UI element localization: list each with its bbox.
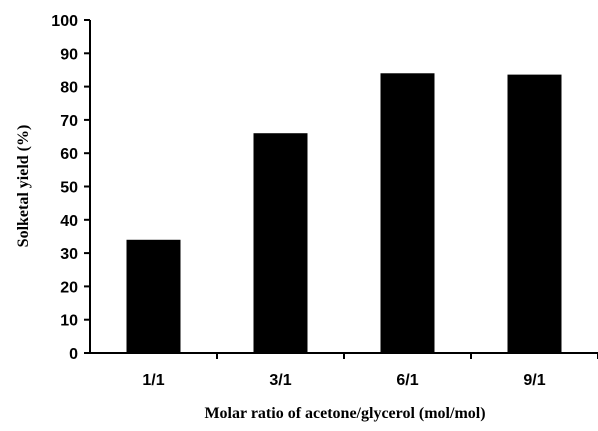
- bar-6-1: [380, 73, 435, 353]
- y-tick-label: 60: [60, 146, 78, 163]
- x-ticks-layer: 1/1 3/1 6/1 9/1: [142, 353, 598, 389]
- x-tick-label: 3/1: [269, 372, 291, 389]
- y-tick-label: 0: [69, 346, 78, 363]
- y-tick-label: 100: [51, 13, 78, 30]
- y-tick-label: 40: [60, 213, 78, 230]
- bar-9-1: [507, 74, 562, 353]
- x-tick-label: 1/1: [142, 372, 164, 389]
- x-tick-label: 6/1: [396, 372, 418, 389]
- bar-1-1: [126, 239, 181, 353]
- y-tick-label: 50: [60, 180, 78, 197]
- y-tick-label: 10: [60, 313, 78, 330]
- bar-3-1: [253, 133, 308, 353]
- y-tick-label: 80: [60, 80, 78, 97]
- x-tick-label: 9/1: [523, 372, 545, 389]
- y-tick-label: 70: [60, 113, 78, 130]
- bars-layer: [126, 73, 562, 353]
- y-ticks-layer: 0 10 20 30 40 50 60 70 80 90 100: [51, 13, 90, 363]
- y-tick-label: 90: [60, 46, 78, 63]
- y-tick-label: 20: [60, 279, 78, 296]
- y-axis-title: Solketal yield (%): [15, 125, 32, 248]
- x-axis-title: Molar ratio of acetone/glycerol (mol/mol…: [204, 405, 485, 422]
- y-tick-label: 30: [60, 246, 78, 263]
